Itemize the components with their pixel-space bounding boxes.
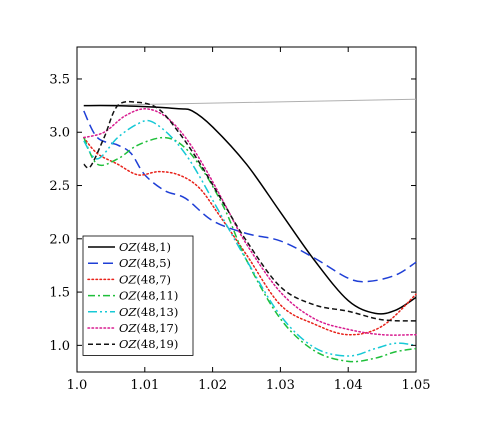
legend-label: OZ(48,11) <box>119 289 178 303</box>
x-tick-label: 1.03 <box>266 378 295 393</box>
legend-box <box>82 235 194 356</box>
series-line-1 <box>83 110 417 283</box>
y-tick-label: 1.5 <box>49 286 70 301</box>
series-group <box>83 100 417 363</box>
legend-label: OZ(48,13) <box>119 305 178 319</box>
y-tick-label: 3.0 <box>49 126 70 141</box>
series-line-5 <box>83 108 417 336</box>
legend-label: OZ(48,5) <box>119 256 171 270</box>
x-tick-label: 1.02 <box>198 378 227 393</box>
legend-label: OZ(48,17) <box>119 321 178 335</box>
legend: OZ(48,1) OZ(48,5) OZ(48,7) OZ(48,11) OZ(48,1… <box>82 235 194 356</box>
y-tick-label: 1.0 <box>49 339 70 354</box>
x-tick-label: 1.01 <box>130 378 159 393</box>
x-tick-label: 1.04 <box>334 378 363 393</box>
series-line-0 <box>83 104 417 315</box>
y-tick-label: 2.5 <box>49 179 70 194</box>
legend-label: OZ(48,19) <box>119 337 178 351</box>
series-line-2 <box>83 136 417 336</box>
series-line-3 <box>83 136 417 363</box>
series-line-6 <box>83 100 417 322</box>
series-line-4 <box>83 119 417 357</box>
x-tick-label: 1.05 <box>402 378 431 393</box>
x-tick-label: 1.0 <box>67 378 88 393</box>
axis-ticks-group: 1.0 1.01 1.02 1.03 1.04 1.05 1.0 1.5 2.0 2.5 3.0 3.… <box>49 47 430 393</box>
legend-label: OZ(48,1) <box>119 240 171 254</box>
y-tick-label: 3.5 <box>49 72 70 87</box>
legend-label: OZ(48,7) <box>119 272 171 286</box>
y-tick-label: 2.0 <box>49 232 70 247</box>
